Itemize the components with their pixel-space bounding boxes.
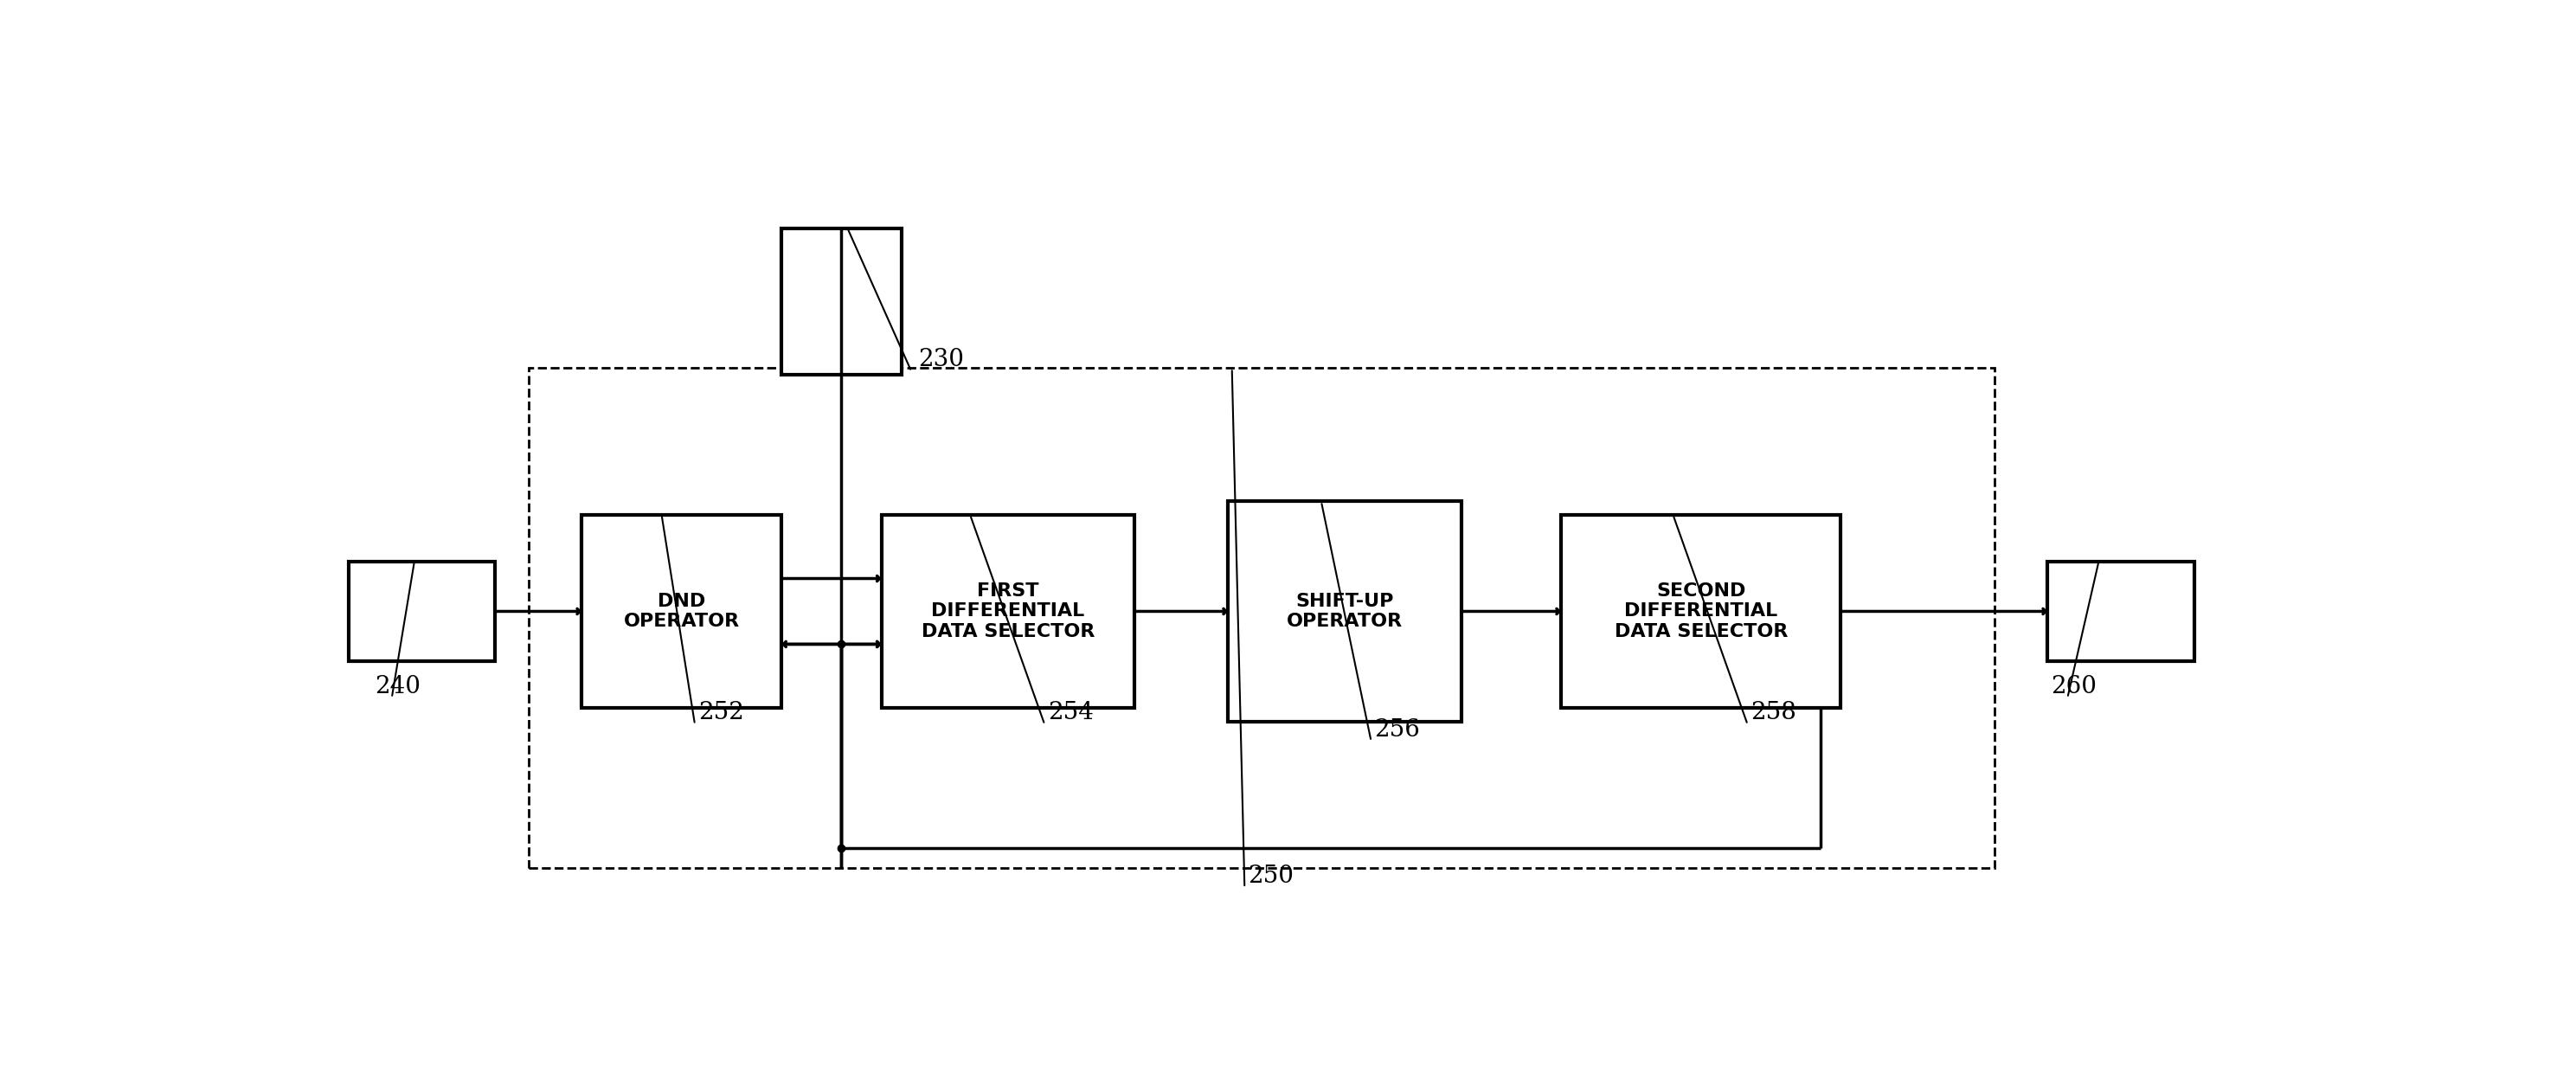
- Text: DND
OPERATOR: DND OPERATOR: [623, 593, 739, 630]
- Text: 240: 240: [376, 675, 420, 698]
- Text: FIRST
DIFFERENTIAL
DATA SELECTOR: FIRST DIFFERENTIAL DATA SELECTOR: [922, 582, 1095, 640]
- Bar: [348, 562, 495, 661]
- Bar: [582, 515, 781, 708]
- Text: 258: 258: [1752, 701, 1795, 725]
- Text: 250: 250: [1247, 864, 1293, 888]
- Bar: [881, 515, 1133, 708]
- Bar: [528, 368, 1994, 868]
- Bar: [1561, 515, 1842, 708]
- Text: 254: 254: [1048, 701, 1095, 725]
- Bar: [2048, 562, 2195, 661]
- Text: SECOND
DIFFERENTIAL
DATA SELECTOR: SECOND DIFFERENTIAL DATA SELECTOR: [1615, 582, 1788, 640]
- Text: SHIFT-UP
OPERATOR: SHIFT-UP OPERATOR: [1285, 593, 1401, 630]
- Text: 260: 260: [2050, 675, 2097, 698]
- Text: 230: 230: [917, 348, 963, 372]
- Bar: [781, 228, 902, 375]
- Text: 252: 252: [698, 701, 744, 725]
- Text: 256: 256: [1376, 718, 1419, 741]
- Bar: [1229, 501, 1461, 721]
